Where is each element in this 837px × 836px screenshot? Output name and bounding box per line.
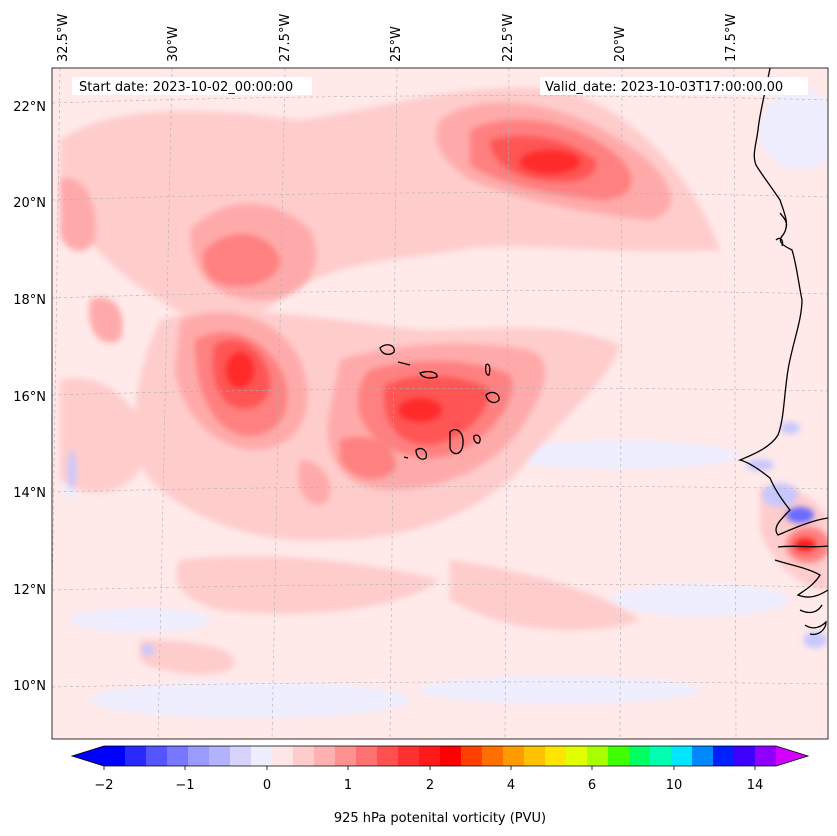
colorbar-cell [251,746,273,766]
colorbar-cell [713,746,735,766]
lat-label-12n: 12°N [13,583,46,598]
colorbar-cell [545,746,567,766]
cb-tick-label: 4 [507,778,515,793]
colorbar-cell [587,746,609,766]
colorbar-tick-labels: −2 −1 0 1 2 4 6 10 14 [94,778,763,793]
colorbar: −2 −1 0 1 2 4 6 10 14 925 hPa potenital … [72,746,808,826]
cb-tick-label: −1 [175,778,194,793]
lat-label-22n: 22°N [13,100,46,115]
colorbar-under-triangle [72,746,104,766]
colorbar-cell [419,746,441,766]
colorbar-cell [188,746,210,766]
colorbar-cell [629,746,651,766]
colorbar-cell [650,746,672,766]
cb-tick-label: 14 [747,778,764,793]
colorbar-cell [398,746,420,766]
colorbar-cell [566,746,588,766]
colorbar-cell [209,746,231,766]
colorbar-cell [230,746,252,766]
lat-label-18n: 18°N [13,293,46,308]
lon-label-22-5w: 22.5°W [501,14,516,62]
colorbar-cell [692,746,714,766]
cb-tick-label: 10 [666,778,683,793]
lon-label-20w: 20°W [613,26,628,62]
lon-label-25w: 25°W [389,26,404,62]
colorbar-cell [377,746,399,766]
valid-date-label: Valid_date: 2023-10-03T17:00:00.00 [545,80,783,95]
lon-label-30w: 30°W [166,26,181,62]
colorbar-cells [104,746,777,766]
colorbar-title: 925 hPa potenital vorticity (PVU) [334,811,546,826]
colorbar-cell [482,746,504,766]
lat-label-20n: 20°N [13,196,46,211]
colorbar-cell [755,746,777,766]
lon-label-32-5w: 32.5°W [56,14,71,62]
lat-label-14n: 14°N [13,486,46,501]
colorbar-cell [503,746,525,766]
lon-label-17-5w: 17.5°W [724,14,739,62]
colorbar-cell [440,746,462,766]
colorbar-cell [608,746,630,766]
colorbar-cell [272,746,294,766]
colorbar-over-triangle [776,746,808,766]
pv-coastal-maximum [786,527,830,563]
latitude-labels: 22°N 20°N 18°N 16°N 14°N 12°N 10°N [13,100,46,694]
colorbar-cell [293,746,315,766]
lat-label-10n: 10°N [13,679,46,694]
colorbar-ticks [104,766,755,770]
map-figure: Start date: 2023-10-02_00:00:00 Valid_da… [0,0,837,836]
colorbar-cell [167,746,189,766]
colorbar-cell [125,746,147,766]
longitude-labels: 32.5°W 30°W 27.5°W 25°W 22.5°W 20°W 17.5… [56,14,739,62]
colorbar-cell [356,746,378,766]
cb-tick-label: 6 [588,778,596,793]
colorbar-cell [104,746,126,766]
colorbar-cell [335,746,357,766]
cb-tick-label: 1 [344,778,352,793]
colorbar-cell [671,746,693,766]
colorbar-cell [314,746,336,766]
lon-label-27-5w: 27.5°W [278,14,293,62]
colorbar-cell [524,746,546,766]
map-plot-area: Start date: 2023-10-02_00:00:00 Valid_da… [50,68,837,739]
cb-tick-label: 0 [263,778,271,793]
colorbar-cell [146,746,168,766]
start-date-label: Start date: 2023-10-02_00:00:00 [79,80,293,95]
cb-tick-label: 2 [426,778,434,793]
colorbar-cell [734,746,756,766]
cb-tick-label: −2 [94,778,113,793]
lat-label-16n: 16°N [13,390,46,405]
colorbar-cell [461,746,483,766]
